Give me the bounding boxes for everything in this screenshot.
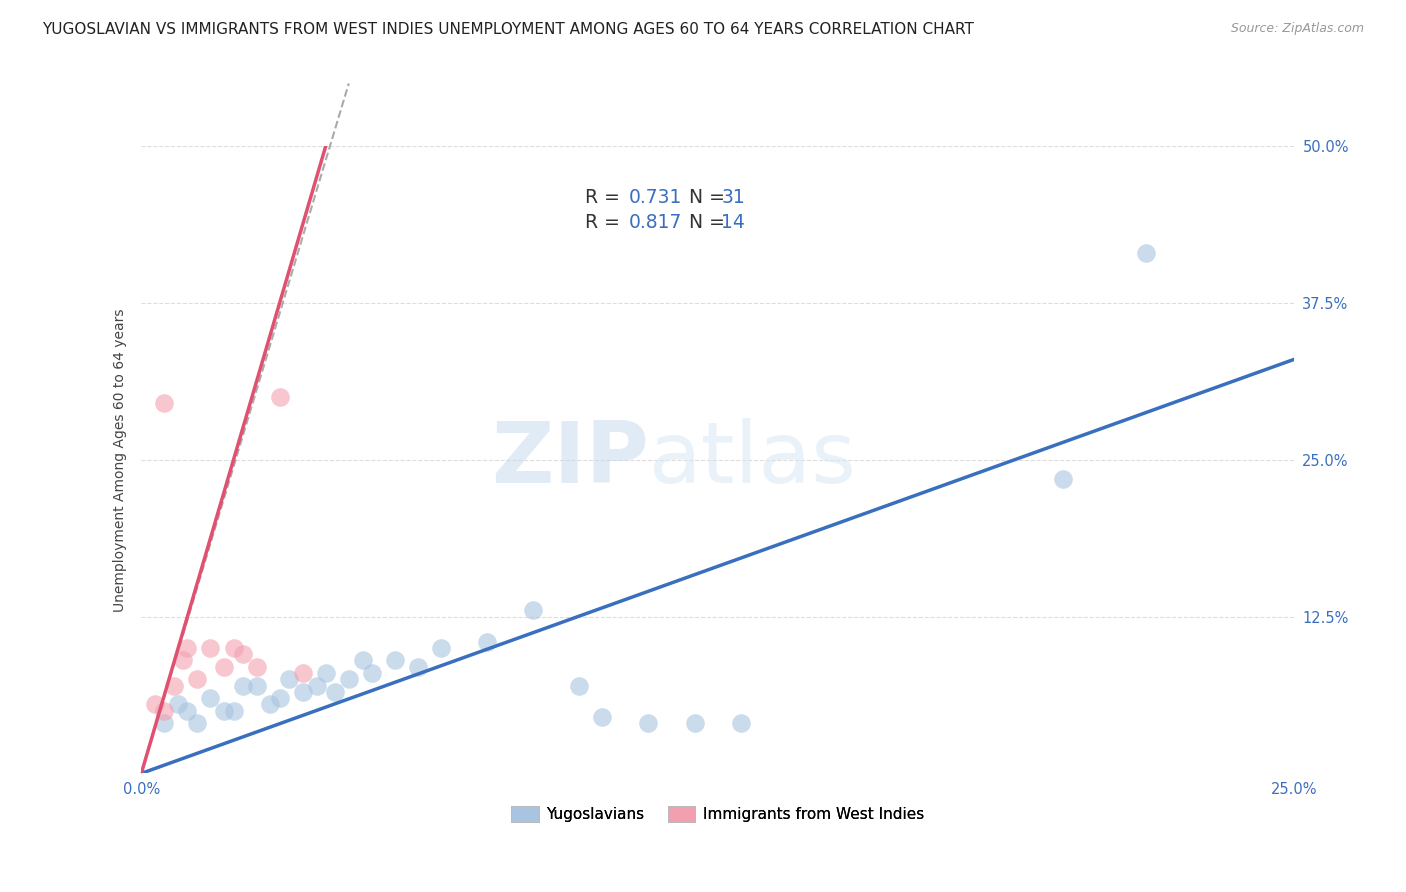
Point <box>222 704 245 718</box>
Text: 31: 31 <box>721 188 745 207</box>
Text: Source: ZipAtlas.com: Source: ZipAtlas.com <box>1230 22 1364 36</box>
Point <box>176 640 198 655</box>
Point <box>291 666 314 681</box>
Text: atlas: atlas <box>648 418 856 501</box>
Point <box>222 640 245 655</box>
Text: YUGOSLAVIAN VS IMMIGRANTS FROM WEST INDIES UNEMPLOYMENT AMONG AGES 60 TO 64 YEAR: YUGOSLAVIAN VS IMMIGRANTS FROM WEST INDI… <box>42 22 974 37</box>
Point <box>1135 245 1157 260</box>
Point <box>1052 472 1074 486</box>
Point <box>200 691 222 706</box>
Point <box>591 710 613 724</box>
Point <box>186 673 208 687</box>
Point <box>277 673 299 687</box>
Text: N =: N = <box>678 213 731 232</box>
Point <box>384 653 406 667</box>
Point <box>730 716 752 731</box>
Point <box>323 685 346 699</box>
Point <box>214 704 236 718</box>
Point <box>153 716 176 731</box>
Point <box>360 666 382 681</box>
Point <box>172 653 194 667</box>
Point <box>475 634 498 648</box>
Point <box>406 659 429 673</box>
Legend: Yugoslavians, Immigrants from West Indies: Yugoslavians, Immigrants from West Indie… <box>505 799 929 829</box>
Point <box>232 679 254 693</box>
Point <box>245 659 267 673</box>
Point <box>153 396 176 410</box>
Point <box>143 698 166 712</box>
Point <box>176 704 198 718</box>
Point <box>683 716 706 731</box>
Point <box>245 679 267 693</box>
Point <box>153 704 176 718</box>
Text: 0.817: 0.817 <box>628 213 682 232</box>
Point <box>259 698 281 712</box>
Point <box>162 679 184 693</box>
Point <box>269 691 291 706</box>
Point <box>522 603 544 617</box>
Point <box>214 659 236 673</box>
Text: 0.731: 0.731 <box>628 188 682 207</box>
Point <box>305 679 328 693</box>
Y-axis label: Unemployment Among Ages 60 to 64 years: Unemployment Among Ages 60 to 64 years <box>114 308 128 612</box>
Point <box>232 647 254 661</box>
Text: R =: R = <box>585 213 626 232</box>
Text: N =: N = <box>678 188 731 207</box>
Text: 14: 14 <box>721 213 745 232</box>
Point <box>637 716 659 731</box>
Point <box>430 640 453 655</box>
Text: ZIP: ZIP <box>491 418 648 501</box>
Point <box>337 673 360 687</box>
Point <box>167 698 190 712</box>
Point <box>568 679 591 693</box>
Point <box>186 716 208 731</box>
Point <box>200 640 222 655</box>
Point <box>291 685 314 699</box>
Point <box>352 653 374 667</box>
Point <box>315 666 337 681</box>
Point <box>269 390 291 404</box>
Text: R =: R = <box>585 188 626 207</box>
